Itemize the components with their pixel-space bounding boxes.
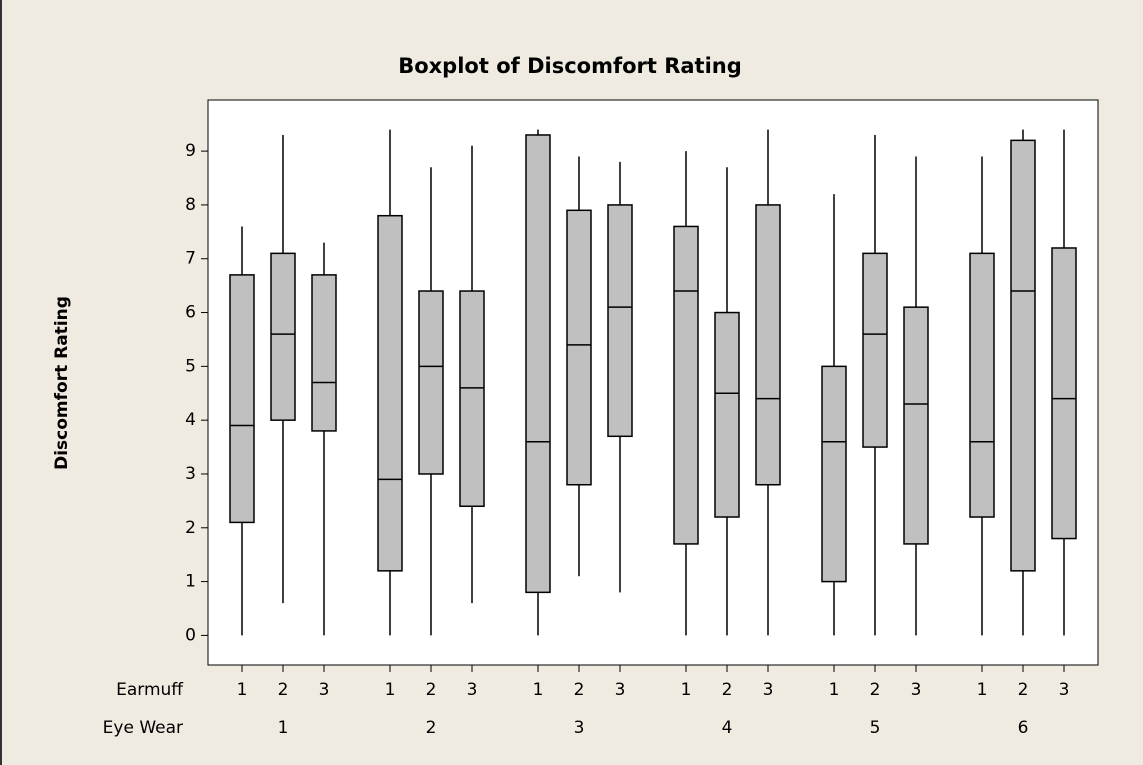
earmuff-label: 2 (722, 680, 733, 700)
y-tick-label: 5 (185, 356, 196, 376)
earmuff-label: 3 (1059, 680, 1070, 700)
earmuff-label: 1 (829, 680, 840, 700)
y-tick-label: 7 (185, 249, 196, 269)
y-tick-label: 0 (185, 625, 196, 645)
eye-wear-label: 2 (426, 718, 437, 738)
earmuff-label: 1 (681, 680, 692, 700)
box (459, 290, 485, 508)
eye-wear-label: 5 (870, 718, 881, 738)
box (821, 365, 847, 583)
box (1010, 139, 1036, 572)
box (418, 290, 444, 475)
eye-wear-label: 6 (1018, 718, 1029, 738)
box (270, 252, 296, 421)
outer-level-name: Eye Wear (103, 718, 183, 738)
earmuff-label: 2 (278, 680, 289, 700)
earmuff-label: 3 (467, 680, 478, 700)
earmuff-label: 1 (237, 680, 248, 700)
box (714, 311, 740, 518)
earmuff-label: 2 (574, 680, 585, 700)
earmuff-label: 1 (977, 680, 988, 700)
y-tick-label: 8 (185, 195, 196, 215)
box (607, 204, 633, 438)
chart-title: Boxplot of Discomfort Rating (398, 54, 742, 78)
earmuff-label: 3 (319, 680, 330, 700)
box (969, 252, 995, 518)
y-tick-label: 1 (185, 572, 196, 592)
y-tick-label: 6 (185, 303, 196, 323)
y-tick-label: 2 (185, 518, 196, 538)
box (1051, 247, 1077, 540)
box (566, 209, 592, 486)
box (311, 274, 337, 432)
y-tick-label: 3 (185, 464, 196, 484)
inner-level-name: Earmuff (116, 680, 184, 700)
eye-wear-label: 3 (574, 718, 585, 738)
box (229, 274, 255, 524)
earmuff-label: 3 (615, 680, 626, 700)
earmuff-label: 3 (911, 680, 922, 700)
earmuff-label: 2 (426, 680, 437, 700)
earmuff-label: 2 (1018, 680, 1029, 700)
y-tick-label: 4 (185, 410, 196, 430)
earmuff-label: 3 (763, 680, 774, 700)
plot-area (207, 99, 1099, 666)
earmuff-label: 1 (385, 680, 396, 700)
box (862, 252, 888, 448)
eye-wear-label: 4 (722, 718, 733, 738)
earmuff-label: 2 (870, 680, 881, 700)
box (755, 204, 781, 486)
earmuff-label: 1 (533, 680, 544, 700)
box (903, 306, 929, 545)
box (525, 134, 551, 594)
y-tick-label: 9 (185, 141, 196, 161)
box (673, 225, 699, 545)
box (377, 214, 403, 572)
eye-wear-label: 1 (278, 718, 289, 738)
y-axis-label: Discomfort Rating (52, 296, 72, 470)
